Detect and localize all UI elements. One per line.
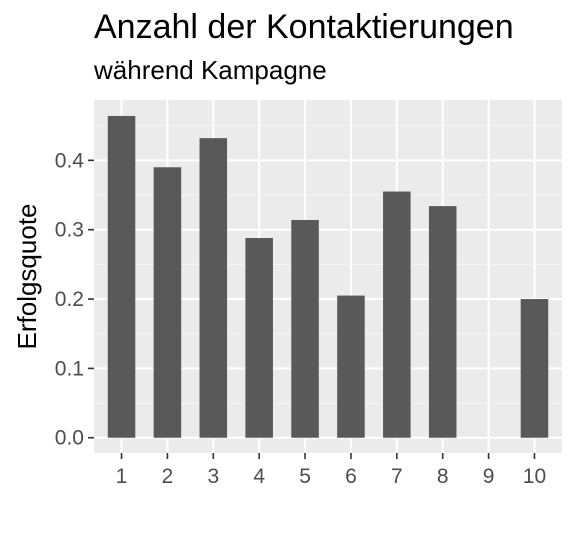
bar (245, 238, 273, 438)
x-tick-label: 9 (483, 465, 495, 488)
bar (153, 167, 182, 438)
y-tick-label: 0.4 (55, 149, 85, 172)
bars (107, 115, 549, 438)
y-tick-label: 0.0 (55, 427, 84, 450)
chart-subtitle: während Kampagne (93, 55, 327, 85)
y-axis: 0.0 0.1 0.2 0.3 0.4 (55, 149, 94, 450)
x-tick-label: 4 (253, 465, 265, 488)
x-tick-label: 10 (523, 465, 546, 488)
x-tick-label: 3 (207, 465, 219, 488)
chart-title: Anzahl der Kontaktierungen (94, 8, 514, 46)
x-tick-label: 6 (345, 465, 357, 488)
y-tick-label: 0.1 (55, 357, 84, 380)
bar (107, 115, 136, 438)
x-tick-label: 2 (162, 465, 174, 488)
x-tick-label: 1 (116, 465, 128, 488)
y-tick-label: 0.3 (55, 219, 84, 242)
x-tick-label: 8 (437, 465, 449, 488)
bar (428, 206, 457, 438)
x-axis: 1 2 3 4 5 6 7 8 9 10 (116, 453, 546, 488)
bar (291, 219, 319, 438)
bar (337, 295, 365, 438)
y-tick-label: 0.2 (55, 288, 84, 311)
bar (383, 191, 411, 438)
bar (520, 299, 549, 438)
y-axis-title: Erfolgsquote (12, 204, 42, 350)
x-tick-label: 7 (391, 465, 403, 488)
bar (199, 138, 228, 438)
x-tick-label: 5 (299, 465, 311, 488)
